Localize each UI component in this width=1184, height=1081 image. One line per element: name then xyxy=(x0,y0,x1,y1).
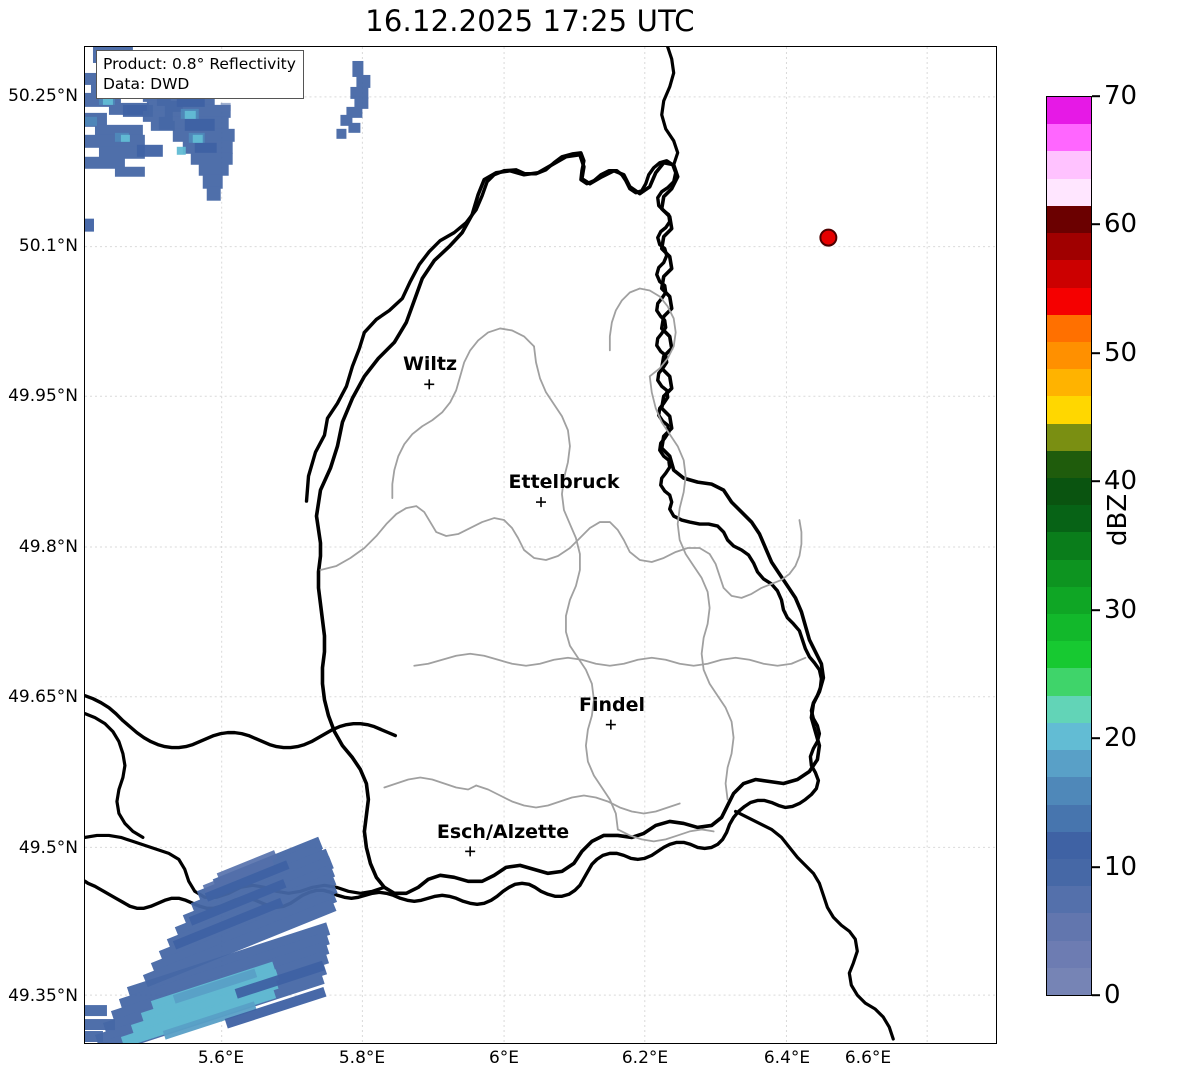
cbtick-30: 30 xyxy=(1104,595,1138,625)
xtick-5-8: 5.8°E xyxy=(338,1048,386,1068)
ytick-50-1: 50.1°N xyxy=(18,236,78,256)
colorbar-band-3 xyxy=(1047,885,1091,914)
info-product-line: Product: 0.8° Reflectivity xyxy=(103,55,296,73)
colorbar-band-22 xyxy=(1047,368,1091,397)
cbtick-20: 20 xyxy=(1104,723,1138,753)
cbtick-mark-40 xyxy=(1092,480,1100,482)
page-title: 16.12.2025 17:25 UTC xyxy=(365,4,695,38)
product-info-box: Product: 0.8° Reflectivity Data: DWD xyxy=(96,50,304,100)
cbtick-40: 40 xyxy=(1104,466,1138,496)
colorbar-band-21 xyxy=(1047,395,1091,424)
cbtick-mark-0 xyxy=(1092,994,1100,996)
cbtick-70: 70 xyxy=(1104,81,1138,111)
colorbar-band-26 xyxy=(1047,259,1091,288)
colorbar-band-8 xyxy=(1047,749,1091,778)
colorbar-band-5 xyxy=(1047,831,1091,859)
ytick-49-8: 49.8°N xyxy=(18,537,78,557)
cbtick-mark-30 xyxy=(1092,609,1100,611)
colorbar-band-10 xyxy=(1047,695,1091,723)
colorbar-band-4 xyxy=(1047,858,1091,887)
xtick-5-6: 5.6°E xyxy=(197,1048,245,1068)
colorbar-band-9 xyxy=(1047,722,1091,751)
reflectivity-colorbar[interactable] xyxy=(1046,96,1092,996)
map-gridlines xyxy=(85,47,996,1043)
colorbar-band-15 xyxy=(1047,559,1091,587)
colorbar-band-7 xyxy=(1047,776,1091,805)
colorbar-band-31 xyxy=(1047,123,1091,152)
map-canvas xyxy=(85,47,996,1043)
district-borders xyxy=(319,287,807,843)
colorbar-band-30 xyxy=(1047,150,1091,179)
cbtick-mark-10 xyxy=(1092,866,1100,868)
colorbar-band-27 xyxy=(1047,232,1091,261)
colorbar-band-11 xyxy=(1047,668,1091,696)
colorbar-band-20 xyxy=(1047,423,1091,451)
cbtick-mark-20 xyxy=(1092,737,1100,739)
cbtick-0: 0 xyxy=(1104,980,1121,1010)
colorbar-band-24 xyxy=(1047,314,1091,342)
radar-site-icon[interactable] xyxy=(819,228,838,247)
colorbar-band-16 xyxy=(1047,531,1091,560)
colorbar-band-28 xyxy=(1047,205,1091,234)
cbtick-mark-60 xyxy=(1092,223,1100,225)
colorbar-band-23 xyxy=(1047,341,1091,370)
xtick-6-2: 6.2°E xyxy=(621,1048,669,1068)
info-data-line: Data: DWD xyxy=(103,75,190,94)
colorbar-band-18 xyxy=(1047,477,1091,506)
xtick-6-0: 6°E xyxy=(488,1048,520,1068)
colorbar-band-6 xyxy=(1047,804,1091,832)
colorbar-band-0 xyxy=(1047,967,1091,995)
cbtick-60: 60 xyxy=(1104,209,1138,239)
ytick-49-35: 49.35°N xyxy=(8,986,78,1006)
xtick-6-6: 6.6°E xyxy=(844,1048,892,1068)
cbtick-mark-70 xyxy=(1092,95,1100,97)
colorbar-band-29 xyxy=(1047,178,1091,206)
colorbar-band-17 xyxy=(1047,504,1091,533)
xtick-6-4: 6.4°E xyxy=(763,1048,811,1068)
colorbar-band-14 xyxy=(1047,586,1091,615)
country-outline xyxy=(314,152,826,896)
colorbar-band-2 xyxy=(1047,912,1091,941)
ytick-50-25: 50.25°N xyxy=(8,86,78,106)
colorbar-band-25 xyxy=(1047,287,1091,315)
colorbar-band-19 xyxy=(1047,450,1091,478)
colorbar-band-13 xyxy=(1047,613,1091,642)
city-markers xyxy=(424,379,616,857)
colorbar-tick-layer: 70 60 50 40 30 20 10 0 xyxy=(1092,0,1184,1081)
radar-echo-southwest xyxy=(85,836,338,1043)
colorbar-band-1 xyxy=(1047,940,1091,968)
cbtick-10: 10 xyxy=(1104,852,1138,882)
cbtick-50: 50 xyxy=(1104,338,1138,368)
cbtick-mark-50 xyxy=(1092,352,1100,354)
longitude-axis-labels: 5.6°E 5.8°E 6°E 6.2°E 6.4°E 6.6°E xyxy=(0,1048,1184,1078)
colorbar-unit-label: dBZ xyxy=(1103,493,1133,546)
ytick-49-95: 49.95°N xyxy=(8,386,78,406)
colorbar-band-32 xyxy=(1047,97,1091,125)
latitude-axis-labels: 50.25°N 50.1°N 49.95°N 49.8°N 49.65°N 49… xyxy=(0,0,78,1081)
radar-map-plot[interactable]: Wiltz Ettelbruck Findel Esch/Alzette Pro… xyxy=(84,46,997,1044)
colorbar-band-12 xyxy=(1047,640,1091,669)
ytick-49-65: 49.65°N xyxy=(8,687,78,707)
radar-echo-north-spur xyxy=(336,60,371,139)
ytick-49-5: 49.5°N xyxy=(18,838,78,858)
